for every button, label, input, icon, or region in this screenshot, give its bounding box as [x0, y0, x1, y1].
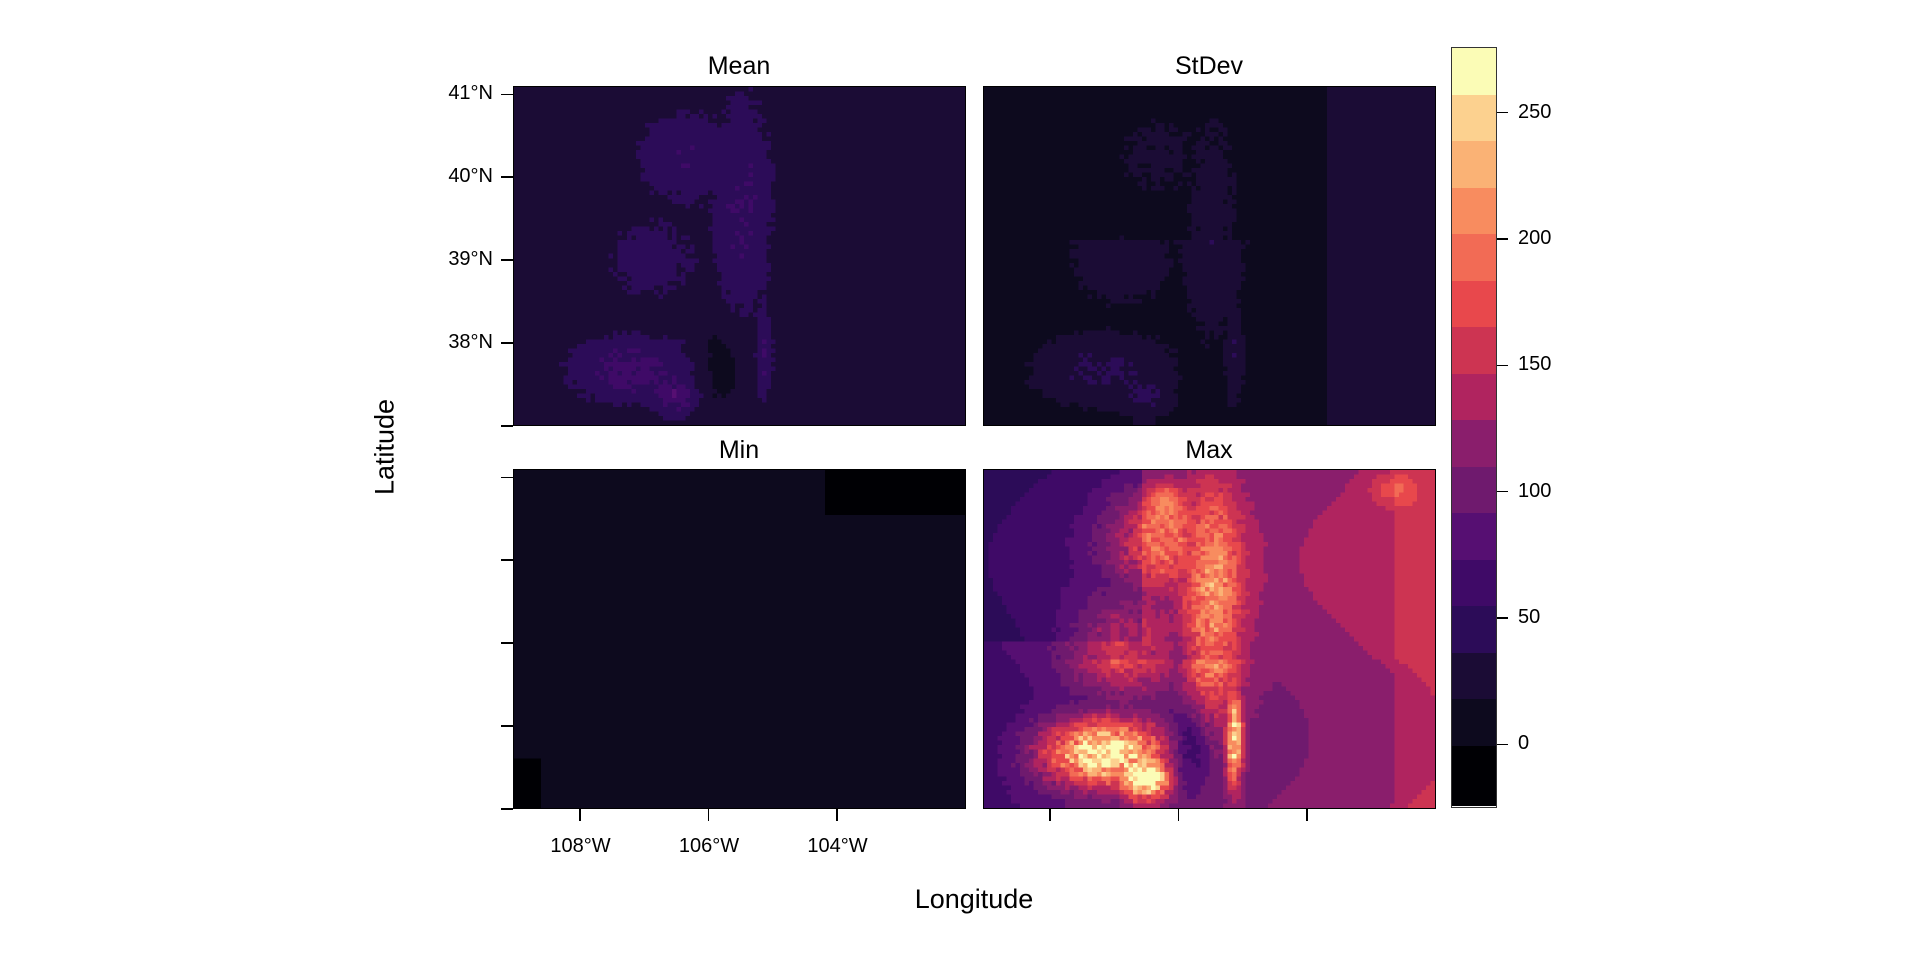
- colorbar-tick-mark: [1497, 490, 1508, 493]
- x-tick-label: 108°W: [550, 835, 611, 857]
- x-axis-title: Longitude: [914, 884, 1034, 914]
- panel-title-min: Min: [718, 436, 760, 464]
- panel-min: [513, 469, 966, 809]
- y-tick-mark: [501, 476, 513, 479]
- colorbar-band: [1452, 698, 1496, 746]
- colorbar-tick-label: 250: [1518, 100, 1552, 123]
- panel-title-max: Max: [1185, 436, 1233, 464]
- y-tick-mark: [501, 259, 513, 261]
- colorbar-tick-mark: [1497, 364, 1508, 367]
- y-tick-mark: [501, 342, 513, 344]
- colorbar-tick-mark: [1497, 617, 1508, 619]
- colorbar-band: [1452, 419, 1496, 467]
- colorbar-tick-label: 100: [1518, 479, 1552, 502]
- x-tick-label: 106°W: [678, 835, 740, 857]
- colorbar-tick-mark: [1497, 111, 1508, 114]
- colorbar-band: [1452, 373, 1496, 421]
- x-tick-mark: [1049, 809, 1051, 821]
- colorbar-band: [1452, 233, 1496, 281]
- colorbar-band: [1452, 280, 1496, 328]
- y-tick-mark: [501, 725, 513, 727]
- y-tick-mark: [501, 93, 513, 96]
- panel-title-mean: Mean: [707, 52, 771, 80]
- y-tick-label: 39°N: [448, 248, 493, 271]
- stdev-raster: [984, 87, 1435, 425]
- colorbar-band: [1452, 559, 1496, 607]
- colorbar-band: [1452, 652, 1496, 700]
- colorbar-band: [1452, 745, 1496, 807]
- y-tick-mark: [501, 808, 513, 810]
- colorbar-band: [1452, 187, 1496, 235]
- panel-max: [983, 469, 1436, 809]
- colorbar-band: [1452, 512, 1496, 560]
- panel-stdev: [983, 86, 1436, 426]
- y-tick-mark: [501, 176, 513, 178]
- colorbar: [1451, 47, 1497, 808]
- y-tick-mark: [501, 642, 513, 644]
- colorbar-tick-mark: [1497, 238, 1508, 240]
- colorbar-band: [1452, 48, 1496, 95]
- colorbar-tick-label: 200: [1518, 227, 1552, 250]
- panel-title-stdev: StDev: [1174, 52, 1244, 80]
- x-tick-mark: [579, 809, 581, 821]
- colorbar-band: [1452, 326, 1496, 374]
- x-tick-mark: [1306, 809, 1308, 821]
- y-tick-label: 40°N: [448, 165, 493, 188]
- y-tick-label: 41°N: [448, 82, 493, 105]
- colorbar-band: [1452, 94, 1496, 142]
- x-tick-label: 104°W: [807, 835, 868, 857]
- panel-mean: [513, 86, 966, 426]
- min-raster: [514, 470, 965, 808]
- y-tick-label: 38°N: [448, 331, 493, 354]
- x-tick-mark: [836, 809, 838, 821]
- mean-raster: [514, 87, 965, 425]
- colorbar-tick-label: 0: [1518, 732, 1530, 755]
- x-tick-mark: [707, 809, 710, 821]
- max-raster: [984, 470, 1435, 808]
- colorbar-band: [1452, 140, 1496, 188]
- colorbar-tick-label: 50: [1518, 606, 1541, 629]
- colorbar-band: [1452, 466, 1496, 514]
- colorbar-tick-mark: [1497, 743, 1508, 746]
- colorbar-tick-label: 150: [1518, 353, 1552, 376]
- y-tick-mark: [501, 559, 513, 561]
- x-tick-mark: [1177, 809, 1180, 821]
- y-axis-title: Latitude: [369, 398, 400, 496]
- colorbar-band: [1452, 605, 1496, 653]
- y-tick-mark: [501, 425, 513, 427]
